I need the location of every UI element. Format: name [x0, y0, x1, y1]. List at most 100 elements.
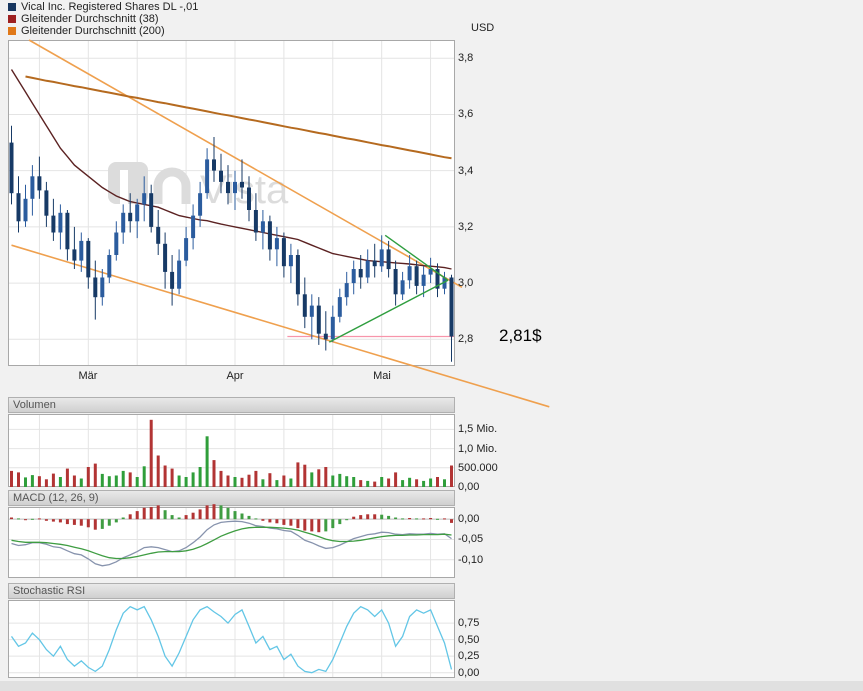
- macd-histogram-bar: [58, 519, 62, 523]
- candle: [163, 243, 168, 272]
- volume-bar: [100, 473, 104, 487]
- candle: [121, 212, 126, 233]
- volume-bar: [338, 473, 342, 487]
- macd-histogram-bar: [289, 519, 293, 526]
- macd-histogram-bar: [100, 519, 104, 529]
- y-axis-tick-label: 0,50: [458, 634, 480, 646]
- volume-bar: [219, 470, 223, 487]
- candle: [51, 215, 56, 233]
- candle: [93, 277, 98, 298]
- volume-bar: [10, 470, 13, 487]
- macd-line: [11, 520, 452, 567]
- volume-bar: [184, 477, 188, 487]
- macd-panel-title: MACD (12, 26, 9): [13, 492, 99, 504]
- candle: [135, 204, 140, 222]
- macd-histogram-bar: [37, 518, 41, 520]
- main-chart-canvas: Vista: [8, 39, 550, 408]
- macd-histogram-bar: [24, 519, 27, 521]
- macd-histogram-bar: [254, 518, 258, 520]
- volume-bar: [30, 475, 34, 487]
- x-axis-month-label: Apr: [226, 370, 244, 382]
- candle: [365, 260, 370, 278]
- volume-bar: [212, 460, 216, 487]
- macd-histogram-bar: [247, 515, 251, 520]
- macd-histogram-bar: [331, 519, 335, 529]
- volume-chart-canvas: [8, 414, 455, 487]
- volume-bar: [240, 477, 244, 487]
- candle: [379, 249, 384, 267]
- candle: [226, 181, 230, 194]
- candle: [351, 269, 356, 284]
- macd-histogram-bar: [310, 519, 314, 532]
- stoch-rsi-panel-title: Stochastic RSI: [13, 585, 86, 597]
- y-axis-tick-label: 0,00: [458, 667, 480, 679]
- volume-bar: [310, 472, 314, 487]
- stoch-rsi-chart-canvas: [8, 600, 455, 678]
- candle: [128, 212, 133, 222]
- volume-bar: [450, 465, 453, 487]
- candle: [233, 181, 237, 194]
- volume-bar: [44, 479, 48, 487]
- candle: [100, 277, 105, 298]
- volume-bar: [93, 463, 97, 487]
- macd-histogram-bar: [443, 518, 446, 520]
- candle: [372, 260, 377, 267]
- legend-item-ma38: Gleitender Durchschnitt (38): [8, 13, 159, 25]
- macd-histogram-bar: [30, 518, 34, 520]
- macd-histogram-bar: [65, 519, 69, 525]
- macd-histogram-bar: [380, 514, 384, 520]
- candle: [142, 193, 147, 205]
- volume-bar: [331, 475, 335, 487]
- macd-histogram-bar: [282, 519, 286, 525]
- volume-bar: [37, 476, 41, 487]
- volume-bar: [233, 477, 237, 487]
- macd-histogram-bar: [261, 519, 265, 521]
- volume-bar: [198, 467, 202, 487]
- volume-bar: [401, 480, 405, 487]
- volume-bar: [177, 475, 181, 487]
- volume-bar: [149, 419, 153, 487]
- candle: [274, 238, 279, 250]
- macd-histogram-bar: [205, 505, 209, 520]
- y-axis-tick-label: 500.000: [458, 462, 498, 474]
- legend-swatch-instrument-icon: [8, 3, 16, 11]
- macd-histogram-bar: [163, 510, 167, 520]
- macd-histogram-bar: [408, 518, 412, 520]
- volume-bar: [79, 478, 83, 487]
- macd-histogram-bar: [338, 519, 342, 525]
- volume-bar: [422, 480, 426, 487]
- candle: [358, 269, 363, 278]
- candle: [30, 176, 35, 199]
- candle: [177, 260, 182, 289]
- candle: [302, 294, 307, 317]
- volume-bar: [282, 475, 286, 487]
- macd-histogram-bar: [324, 519, 328, 532]
- volume-bar: [387, 478, 391, 487]
- macd-histogram-bar: [170, 515, 174, 520]
- legend-swatch-ma38-icon: [8, 15, 16, 23]
- candle: [212, 159, 216, 171]
- macd-histogram-bar: [401, 518, 405, 520]
- candle: [414, 266, 419, 286]
- legend-swatch-ma200-icon: [8, 27, 16, 35]
- candle: [107, 255, 112, 278]
- volume-bar: [394, 472, 398, 487]
- volume-bar: [226, 475, 230, 487]
- ma38-line: [10, 69, 452, 270]
- macd-histogram-bar: [436, 518, 439, 520]
- candle: [309, 305, 314, 317]
- macd-histogram-bar: [184, 515, 188, 520]
- y-axis-tick-label: 2,8: [458, 333, 474, 345]
- volume-bar: [436, 477, 439, 487]
- y-axis-tick-label: 0,75: [458, 617, 480, 629]
- candle: [421, 274, 426, 286]
- candle: [295, 255, 300, 295]
- volume-bar: [121, 470, 125, 487]
- macd-histogram-bar: [394, 517, 398, 520]
- macd-histogram-bar: [114, 519, 118, 523]
- candle: [344, 283, 349, 298]
- ma200-line: [25, 75, 452, 160]
- volume-bar: [429, 478, 433, 487]
- volume-bar: [380, 477, 384, 487]
- candle: [156, 226, 161, 244]
